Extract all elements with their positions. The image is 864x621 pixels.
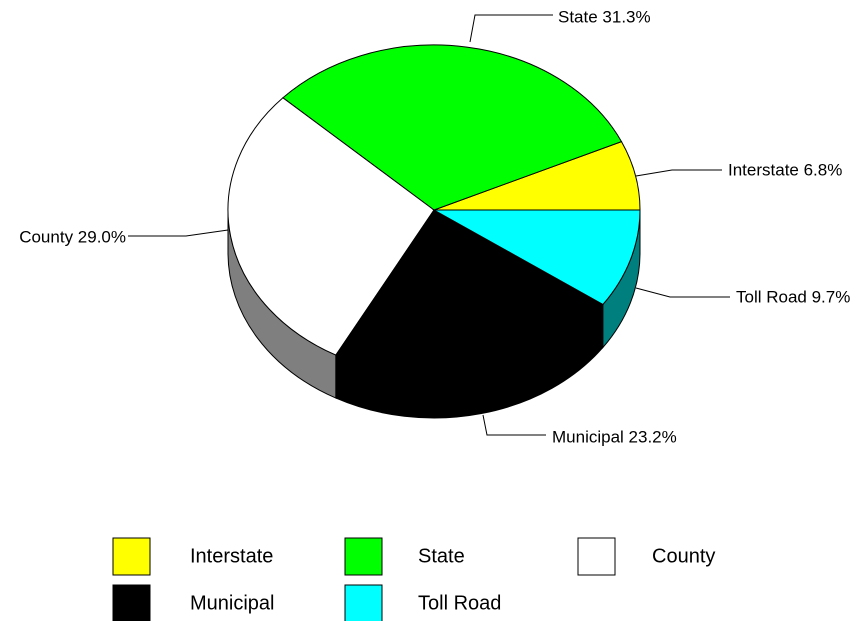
legend-swatch xyxy=(112,537,151,576)
pie-slice xyxy=(335,209,604,376)
legend-label: Municipal xyxy=(190,592,274,614)
data-label: Municipal 23.2% xyxy=(552,427,677,446)
data-label: County 29.0% xyxy=(19,227,126,246)
data-label: Interstate 6.8% xyxy=(728,160,842,179)
legend-swatch xyxy=(344,537,383,576)
leader-line xyxy=(482,414,546,436)
data-label: State 31.3% xyxy=(558,7,651,26)
legend-label: State xyxy=(418,545,465,567)
pie-slice xyxy=(282,44,623,211)
legend-label: Toll Road xyxy=(418,592,501,614)
legend-label: Interstate xyxy=(190,545,273,567)
legend-swatch xyxy=(344,584,383,621)
data-label: Toll Road 9.7% xyxy=(736,287,850,306)
leader-line xyxy=(635,169,722,177)
leader-line xyxy=(469,14,553,43)
legend-swatch xyxy=(577,537,616,576)
pie-slice xyxy=(227,97,435,356)
leader-line xyxy=(128,229,229,237)
leader-line xyxy=(635,287,730,298)
legend-label: County xyxy=(652,545,715,567)
pie-slice xyxy=(432,209,641,306)
legend-swatch xyxy=(112,584,151,621)
